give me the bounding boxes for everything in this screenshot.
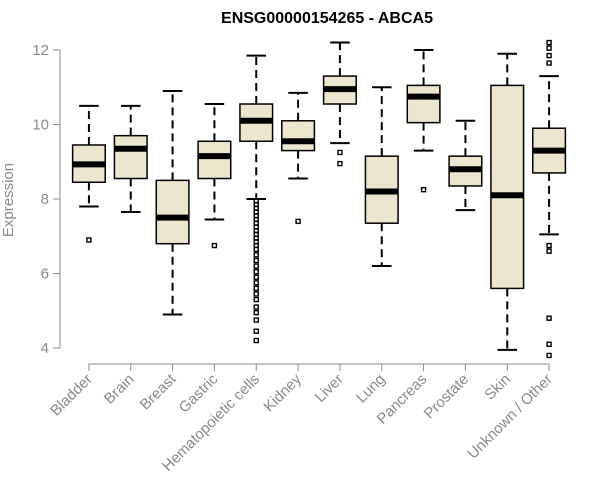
- outlier-point: [253, 317, 259, 323]
- outlier-point: [253, 285, 259, 292]
- box-lung: [364, 86, 399, 268]
- x-tick-label: Bladder: [47, 371, 96, 420]
- y-tick-label: 12: [32, 42, 49, 59]
- box-liver: [322, 41, 357, 167]
- outlier-point: [546, 248, 552, 254]
- y-tick-label: 10: [32, 117, 49, 134]
- outlier-point: [86, 237, 92, 243]
- chart-title: ENSG00000154265 - ABCA5: [221, 10, 433, 27]
- y-tick-label: 6: [41, 266, 49, 283]
- outlier-point: [253, 280, 259, 286]
- y-tick-label: 4: [41, 340, 49, 357]
- box-unknown-other: [532, 39, 567, 359]
- box-hematopoietic-cells: [239, 54, 274, 344]
- box-iqr: [155, 179, 190, 245]
- outlier-point: [546, 60, 552, 66]
- outlier-point: [546, 39, 552, 46]
- x-tick-label: Brain: [101, 371, 138, 408]
- box-iqr: [406, 84, 441, 124]
- outlier-point: [253, 304, 259, 310]
- outlier-point: [546, 315, 552, 321]
- box-kidney: [281, 91, 316, 225]
- box-series: [71, 39, 567, 359]
- outlier-point: [253, 252, 259, 258]
- outlier-point: [253, 268, 259, 275]
- y-axis-label: Expression: [0, 163, 17, 237]
- x-tick-label: Lung: [353, 371, 389, 407]
- box-iqr: [197, 140, 232, 180]
- outlier-point: [253, 291, 259, 297]
- box-breast: [155, 89, 190, 316]
- x-tick-label: Prostate: [421, 371, 473, 423]
- outlier-point: [546, 352, 552, 359]
- outlier-point: [253, 263, 259, 269]
- outlier-point: [546, 45, 552, 51]
- y-tick-label: 8: [41, 191, 49, 208]
- x-tick-label: Liver: [312, 371, 347, 406]
- outlier-point: [546, 341, 552, 347]
- outlier-point: [546, 52, 552, 59]
- outlier-point: [253, 337, 259, 344]
- outlier-point: [253, 274, 259, 280]
- box-iqr: [113, 134, 148, 180]
- box-iqr: [281, 120, 316, 152]
- outlier-point: [253, 296, 259, 303]
- outlier-point: [253, 246, 259, 252]
- x-tick-label: Kidney: [260, 370, 305, 415]
- outlier-point: [420, 186, 427, 193]
- box-skin: [490, 52, 525, 351]
- box-iqr: [490, 84, 525, 290]
- y-axis: 4 6 8 10 12: [32, 42, 61, 357]
- outlier-point: [337, 149, 343, 156]
- box-brain: [113, 104, 148, 214]
- x-tick-label: Skin: [481, 371, 514, 404]
- outlier-point: [253, 309, 259, 316]
- outlier-point: [337, 160, 343, 167]
- outlier-point: [546, 242, 552, 249]
- outlier-point: [253, 328, 259, 334]
- x-tick-label: Breast: [137, 370, 180, 413]
- box-prostate: [448, 119, 483, 212]
- outlier-point: [295, 218, 301, 225]
- box-pancreas: [406, 49, 441, 193]
- outlier-point: [253, 257, 259, 264]
- outlier-point: [211, 242, 218, 249]
- box-bladder: [71, 104, 106, 243]
- box-gastric: [197, 103, 232, 249]
